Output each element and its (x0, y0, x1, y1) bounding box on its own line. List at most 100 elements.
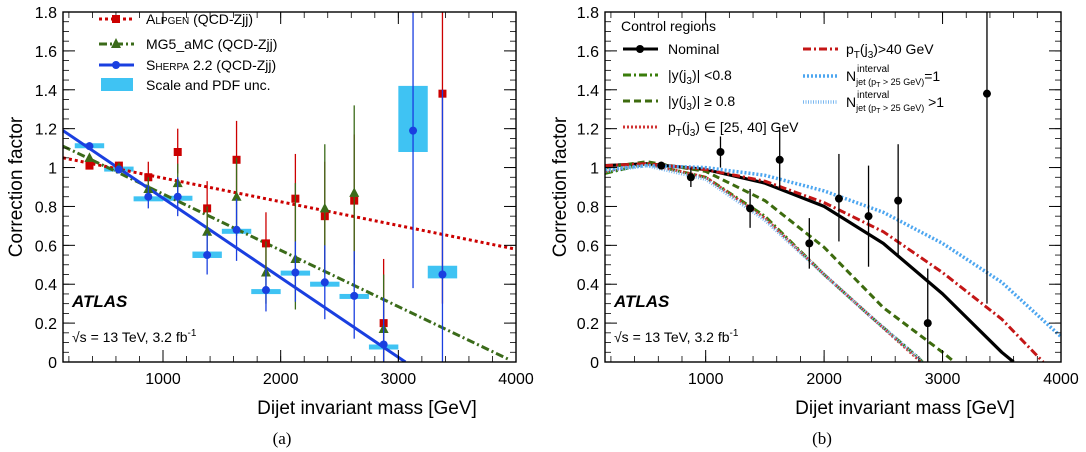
legend-title: Control regions (621, 18, 716, 34)
y-tick-label: 0 (590, 355, 599, 372)
legend-marker-triangle (111, 38, 121, 48)
svg-text:pT(j3)>40 GeV: pT(j3)>40 GeV (846, 41, 934, 61)
y-tick-label: 1.8 (35, 5, 57, 22)
legend-entry-y-forward: |y(j3)| ≥ 0.8 (623, 93, 735, 113)
panel-a-energy-text: √s = 13 TeV, 3.2 fb (72, 329, 188, 345)
panel-a: 0 0.2 0.4 0.6 0.8 1 1.2 1.4 1.6 1.8 1000 2000 3000 40… (6, 5, 534, 448)
data-point-circle (746, 204, 755, 213)
legend-y-forward-post: )| ≥ 0.8 (692, 93, 735, 109)
panel-a-energy-sup: -1 (188, 328, 197, 339)
legend-marker-circle (112, 61, 120, 69)
fit-line (63, 156, 516, 251)
legend-label-alpgen-sc: LPGEN (155, 16, 189, 27)
legend-entry-pt-high: pT(j3)>40 GeV (803, 41, 934, 61)
svg-text:Njet (pT > 25 GeV)=1: Njet (pT > 25 GeV)=1 (846, 68, 940, 89)
y-tick-label: 1.2 (577, 122, 599, 139)
svg-text:Njet (pT > 25 GeV) >1: Njet (pT > 25 GeV) >1 (846, 94, 944, 115)
panel-a-axes: 0 0.2 0.4 0.6 0.8 1 1.2 1.4 1.6 1.8 1000 2000 3000 40… (35, 5, 534, 388)
y-tick-label: 1.6 (35, 44, 57, 61)
data-point-circle (894, 196, 903, 205)
y-tick-label: 0.2 (577, 316, 599, 333)
svg-text:|y(j3)| ≥ 0.8: |y(j3)| ≥ 0.8 (668, 93, 735, 113)
data-point-circle (805, 239, 814, 248)
x-tick-label: 3000 (381, 371, 417, 388)
legend-pt-low-sub: T (676, 128, 682, 139)
legend-njet-1-sub-t: T (876, 82, 881, 89)
data-point-circle (144, 192, 153, 201)
y-tick-label: 0.8 (577, 199, 599, 216)
svg-text:SHERPA 2.2 (QCD-Zjj): SHERPA 2.2 (QCD-Zjj) (146, 57, 276, 73)
y-tick-label: 1.6 (577, 44, 599, 61)
panel-b-ylabel: Correction factor (550, 116, 571, 257)
data-point-circle (85, 142, 94, 151)
legend-njet-many-pre: N (846, 94, 856, 110)
data-point-circle (261, 286, 270, 295)
y-tick-label: 0.2 (35, 316, 57, 333)
data-point-circle (291, 268, 300, 277)
data-point-circle (657, 161, 666, 170)
legend-njet-many-sup: interval (857, 90, 889, 101)
panel-b-legend: Control regions Nominal |y(j3)| <0.8 |y(… (621, 18, 944, 139)
legend-marker-square (112, 15, 120, 23)
y-tick-label: 1.4 (577, 83, 599, 100)
legend-swatch-band (101, 78, 133, 91)
legend-entry-mg5: MG5_aMC (QCD-Zjj) (99, 36, 277, 52)
panel-b-energy-sup: -1 (730, 328, 739, 339)
legend-pt-high-sub: T (854, 50, 860, 61)
legend-pt-low-sub2: 3 (690, 128, 696, 139)
panel-b-energy-text: √s = 13 TeV, 3.2 fb (614, 329, 730, 345)
data-point-circle (232, 225, 241, 234)
legend-njet-1-post: =1 (924, 68, 940, 84)
x-tick-label: 2000 (263, 371, 299, 388)
panel-b-xlabel: Dijet invariant mass [GeV] (795, 398, 1015, 419)
y-tick-label: 1.2 (35, 122, 57, 139)
curve-line (605, 162, 1045, 362)
svg-text:pT(j3) ∈ [25, 40] GeV: pT(j3) ∈ [25, 40] GeV (668, 119, 799, 139)
x-tick-label: 1000 (145, 371, 181, 388)
data-point-circle (379, 340, 388, 349)
x-tick-label: 4000 (498, 371, 534, 388)
legend-pt-high-post2: )>40 GeV (873, 41, 934, 57)
legend-y-central-pre: |y(j (668, 67, 686, 83)
legend-pt-low-post2: ) ∈ [25, 40] GeV (695, 119, 799, 135)
legend-label-mg5: MG5_aMC (QCD-Zjj) (146, 36, 277, 52)
data-point-circle (438, 270, 447, 279)
data-point-circle (320, 278, 329, 287)
data-point-square (173, 148, 182, 156)
legend-y-forward-sub: 3 (686, 102, 692, 113)
legend-njet-many-post: >1 (924, 94, 944, 110)
y-tick-label: 0 (48, 355, 57, 372)
data-point-circle (982, 89, 991, 98)
panel-b-plot-area (605, 12, 1061, 362)
data-point-circle (775, 155, 784, 164)
legend-entry-alpgen: ALPGEN (QCD-Zjj) (99, 11, 253, 27)
svg-text:|y(j3)| <0.8: |y(j3)| <0.8 (668, 67, 732, 87)
data-point-triangle (231, 191, 242, 201)
legend-njet-1-pre: N (846, 68, 856, 84)
x-tick-label: 2000 (806, 371, 842, 388)
y-tick-label: 0.6 (577, 238, 599, 255)
curve-line (605, 163, 1061, 338)
y-tick-label: 0.4 (35, 277, 57, 294)
legend-label-alpgen-rest: (QCD-Zjj) (189, 11, 253, 27)
legend-y-forward-pre: |y(j (668, 93, 686, 109)
data-point-circle (834, 194, 843, 203)
legend-y-central-post: )| <0.8 (692, 67, 732, 83)
legend-label-nominal: Nominal (668, 41, 719, 57)
panel-b-frame (604, 11, 1062, 363)
legend-marker-nominal (636, 45, 644, 53)
svg-text:ALPGEN (QCD-Zjj): ALPGEN (QCD-Zjj) (146, 11, 253, 27)
data-point-square (85, 161, 94, 170)
legend-njet-1-sub: jet (p (855, 77, 876, 87)
curve-line (605, 160, 956, 362)
panel-a-xlabel: Dijet invariant mass [GeV] (257, 398, 477, 419)
legend-pt-low-post: (j (682, 119, 690, 135)
data-point-circle (203, 251, 212, 260)
y-tick-label: 1 (590, 161, 599, 178)
data-point-circle (409, 126, 418, 135)
panel-a-ylabel: Correction factor (6, 116, 27, 257)
y-tick-label: 1.8 (577, 5, 599, 22)
legend-pt-high-post: (j (860, 41, 868, 57)
x-tick-label: 4000 (1043, 371, 1079, 388)
panel-a-plot-area (63, 12, 516, 362)
